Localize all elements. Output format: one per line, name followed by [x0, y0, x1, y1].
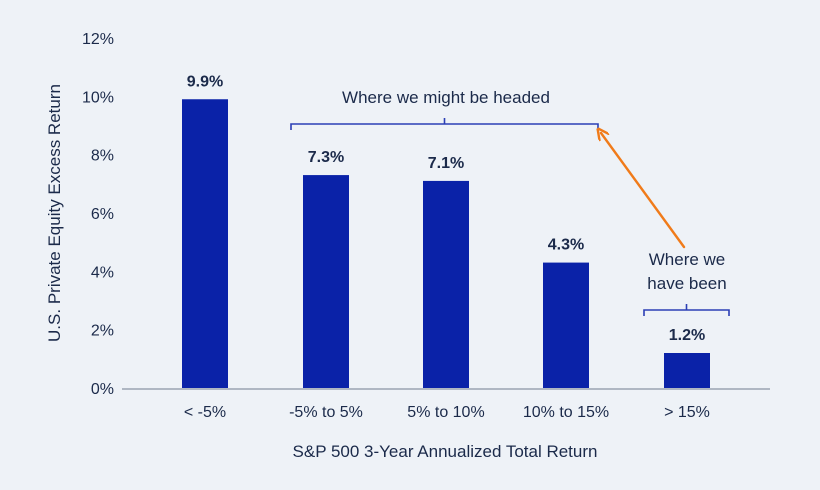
x-axis-title: S&P 500 3-Year Annualized Total Return [293, 442, 598, 461]
annotations: Where we might be headed Where we have bee… [290, 88, 730, 316]
y-axis-ticks: 0% 2% 4% 6% 8% 10% 12% [82, 31, 114, 398]
future-annotation-text: Where we might be headed [342, 88, 550, 107]
bar [182, 99, 228, 388]
data-label: 1.2% [669, 327, 705, 344]
bar [423, 180, 469, 388]
x-tick-label: > 15% [664, 404, 710, 421]
data-label: 7.3% [308, 149, 344, 166]
y-tick-label: 0% [91, 381, 114, 398]
x-tick-label: 5% to 10% [407, 404, 484, 421]
y-tick-label: 12% [82, 31, 114, 48]
y-tick-label: 6% [91, 206, 114, 223]
bar [543, 262, 589, 388]
y-tick-label: 8% [91, 148, 114, 165]
future-bracket [290, 118, 599, 130]
bars [182, 99, 710, 388]
bar [664, 353, 710, 388]
data-labels: 9.9% 7.3% 7.1% 4.3% 1.2% [187, 73, 705, 344]
y-tick-label: 10% [82, 89, 114, 106]
data-label: 7.1% [428, 155, 464, 172]
past-bracket [643, 304, 730, 316]
trend-arrow [601, 133, 686, 249]
bar [303, 175, 349, 388]
y-tick-label: 4% [91, 264, 114, 281]
x-tick-label: < -5% [184, 404, 226, 421]
data-label: 9.9% [187, 73, 223, 90]
x-tick-label: -5% to 5% [289, 404, 363, 421]
past-annotation-line1: Where we [649, 250, 726, 269]
x-axis-categories: < -5% -5% to 5% 5% to 10% 10% to 15% > 15% [184, 404, 710, 421]
x-tick-label: 10% to 15% [523, 404, 609, 421]
data-label: 4.3% [548, 237, 584, 254]
y-tick-label: 2% [91, 323, 114, 340]
y-axis-title: U.S. Private Equity Excess Return [45, 84, 64, 342]
past-annotation-line2: have been [647, 274, 726, 293]
